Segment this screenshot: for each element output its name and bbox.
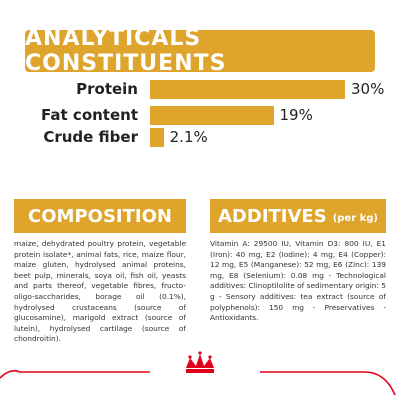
additives-text: Vitamin A: 29500 IU, Vitamin D3: 800 IU,… (210, 239, 386, 323)
bar (150, 80, 345, 99)
value-label: 30% (351, 80, 385, 98)
category-label: Protein (76, 80, 138, 98)
category-label: Crude fiber (43, 128, 138, 146)
additives-banner: ADDITIVES (per kg) (210, 199, 386, 233)
value-label: 2.1% (169, 128, 208, 146)
bar (150, 106, 274, 125)
composition-text: maize, dehydrated poultry protein, veget… (14, 239, 186, 344)
logo-crown (186, 351, 214, 373)
additives-title: ADDITIVES (218, 205, 327, 227)
footer-line (0, 370, 150, 379)
category-label: Fat content (41, 106, 138, 124)
title-banner: ANALYTICALS CONSTITUENTS (25, 26, 375, 76)
value-label: 19% (279, 106, 313, 124)
bar (150, 128, 164, 147)
composition-banner: COMPOSITION (14, 199, 186, 233)
title: ANALYTICALS CONSTITUENTS (25, 26, 227, 76)
composition-title: COMPOSITION (28, 205, 172, 227)
footer-line (260, 371, 396, 396)
additives-subtitle: (per kg) (332, 212, 378, 224)
